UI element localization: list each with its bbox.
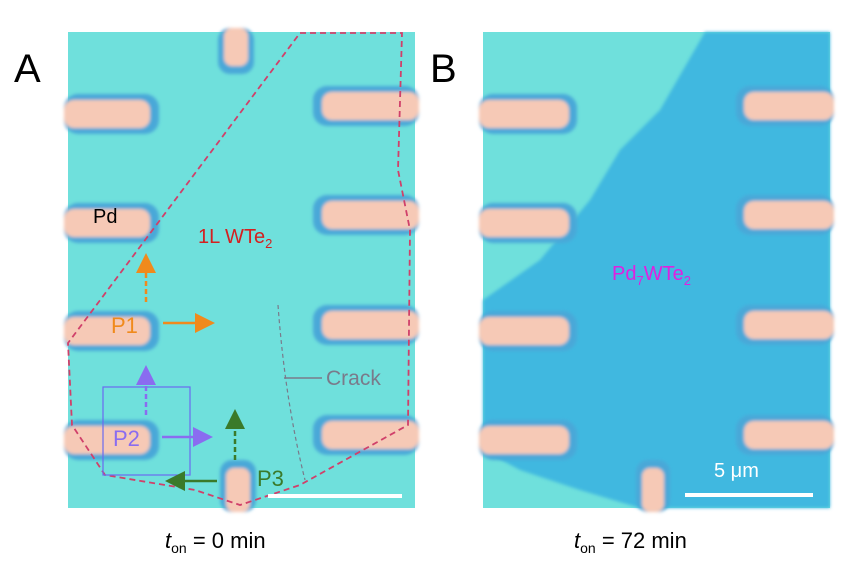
electrodes-b [479,86,834,512]
p3-label: P3 [257,466,284,491]
crack-label: Crack [326,367,381,390]
panel-a-caption: ton = 0 min [165,528,266,556]
flake-outline [67,32,411,506]
p2-label: P2 [113,426,140,451]
scale-label: 5 μm [714,460,759,482]
p1-label: P1 [111,313,138,338]
pd7wte2-label: Pd7WTe2 [612,263,691,288]
panel-b-letter: B [430,47,457,91]
panel-b-image: 5 μm Pd7WTe2 [479,32,834,512]
panel-b-caption: ton = 72 min [574,528,687,556]
panel-a-letter: A [14,47,41,91]
electrodes-a [64,28,419,512]
crack-line [277,304,306,481]
wte2-label: 1L WTe2 [198,226,272,251]
scale-bar-b [685,493,813,497]
panel-a-image: Pd 1L WTe2 P1 P2 P3 Crack [64,28,419,512]
pd-label: Pd [93,206,117,228]
scale-bar-a [268,494,402,498]
pd7wte2-region [483,32,830,508]
